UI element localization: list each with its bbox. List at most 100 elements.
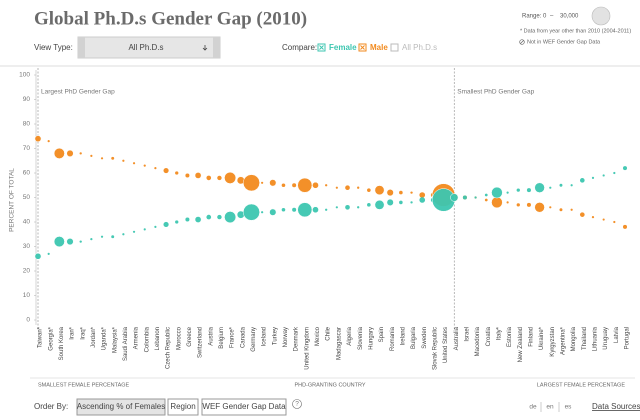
order-wef[interactable]: WEF Gender Gap Data: [201, 398, 287, 416]
female-bubble: [281, 207, 286, 212]
male-bubble: [410, 191, 413, 194]
male-bubble: [269, 179, 277, 187]
x-tick-label: United Kingdom: [304, 327, 310, 370]
male-bubble: [154, 167, 157, 170]
female-bubble: [143, 228, 146, 231]
female-bubble: [297, 202, 313, 218]
male-bubble: [163, 167, 169, 174]
female-bubble: [90, 238, 93, 241]
female-bubble: [534, 182, 545, 193]
x-tick-label: Colombia: [144, 326, 150, 352]
y-tick-label: 40: [23, 219, 31, 226]
button-label: Ascending % of Females: [77, 402, 166, 411]
female-bubble: [217, 214, 222, 220]
x-tick-label: South Korea: [59, 326, 65, 360]
lang-en[interactable]: en: [546, 404, 554, 411]
x-tick-label: Romania: [390, 326, 396, 351]
female-bubble: [132, 230, 136, 233]
x-tick-label: United States: [443, 327, 449, 363]
view-type-dropdown[interactable]: All Ph.D.s: [77, 36, 221, 59]
male-bubble: [292, 183, 297, 188]
female-bubble: [345, 204, 350, 210]
female-bubble: [111, 235, 115, 239]
compare-label: Compare:: [282, 43, 317, 52]
page-title: Global Ph.D.s Gender Gap (2010): [34, 8, 307, 29]
data-sources-link[interactable]: Data Sources: [592, 402, 640, 411]
x-tick-label: Thailand: [582, 327, 588, 350]
order-ascending[interactable]: Ascending % of Females: [76, 398, 166, 416]
x-tick-label: Iceland: [262, 327, 268, 346]
help-button[interactable]: ?: [292, 399, 302, 409]
female-bubble: [47, 252, 50, 255]
female-bubble: [474, 196, 477, 199]
x-tick-label: Spain: [379, 327, 385, 342]
female-bubble: [462, 195, 467, 200]
dropdown-arrow: [202, 45, 208, 51]
male-bubble: [47, 140, 50, 143]
x-tick-label: Madagascar: [336, 327, 342, 360]
male-bubble: [559, 208, 563, 212]
button-label: WEF Gender Gap Data: [202, 402, 286, 411]
male-bubble: [570, 208, 573, 211]
female-bubble: [34, 252, 42, 260]
female-bubble: [491, 186, 503, 199]
male-bubble: [491, 196, 503, 209]
x-tick-label: France*: [230, 326, 236, 348]
order-region[interactable]: Region: [167, 398, 199, 416]
x-tick-label: Bulgaria: [411, 326, 417, 349]
y-tick-label: 60: [23, 170, 31, 177]
note-wef: Not in WEF Gender Gap Data: [527, 39, 601, 45]
help-circle: [292, 399, 302, 409]
female-bubble: [484, 193, 488, 197]
lang-de[interactable]: de: [529, 404, 537, 411]
x-tick-label: Australia: [454, 326, 460, 350]
x-tick-label: Norway: [283, 327, 289, 347]
help-label: ?: [295, 401, 299, 408]
male-bubble: [53, 147, 65, 159]
x-tick-label: Armenia: [134, 326, 140, 349]
female-bubble: [399, 200, 403, 205]
x-tick-label: New Zealand: [518, 327, 524, 362]
range-min: 0: [543, 14, 547, 20]
checkbox: [390, 43, 399, 52]
male-bubble: [312, 181, 319, 189]
all-checkbox[interactable]: All Ph.D.s: [390, 43, 437, 52]
x-tick-label: Morocco: [176, 326, 182, 350]
x-tick-label: Ukraine*: [539, 326, 545, 350]
x-tick-label: Taiwan*: [38, 326, 44, 348]
check-mark: [360, 45, 365, 50]
female-bubble: [602, 174, 605, 177]
female-checkbox[interactable]: Female: [317, 43, 357, 52]
male-bubble: [399, 190, 403, 195]
female-bubble: [549, 186, 552, 189]
female-bubble: [206, 214, 212, 220]
x-tick-label: Germany: [251, 327, 257, 352]
male-bubble: [622, 224, 628, 229]
y-tick-label: 30: [23, 243, 31, 250]
x-tick-label: Sweden: [422, 327, 428, 349]
dropdown-value: All Ph.D.s: [128, 43, 163, 52]
female-bubble: [185, 217, 190, 222]
all-label: All Ph.D.s: [402, 43, 437, 52]
male-bubble: [90, 154, 93, 157]
male-bubble: [534, 202, 545, 213]
male-bubble: [484, 198, 488, 202]
x-tick-label: Mongolia: [571, 326, 577, 351]
right-note: LARGEST FEMALE PERCENTAGE: [537, 382, 625, 388]
lang-es[interactable]: es: [565, 404, 573, 411]
x-tick-label: Denmark: [294, 326, 300, 351]
x-tick-label: Canada: [240, 326, 246, 348]
note-year: * Data from year other than 2010 (2004-2…: [520, 28, 631, 34]
x-tick-label: Croatia: [486, 326, 492, 346]
male-checkbox[interactable]: Male: [358, 43, 388, 52]
male-bubble: [217, 175, 222, 181]
male-bubble: [345, 185, 350, 191]
female-bubble: [325, 208, 328, 211]
female-bubble: [79, 240, 82, 243]
left-note: SMALLEST FEMALE PERCENTAGE: [38, 382, 130, 388]
dropdown-edge: [213, 37, 220, 58]
male-bubble: [506, 201, 509, 204]
male-bubble: [111, 156, 115, 160]
male-bubble: [516, 203, 520, 207]
